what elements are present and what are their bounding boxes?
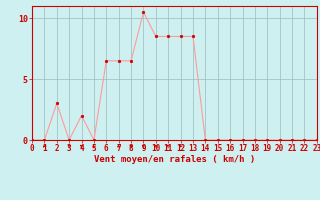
X-axis label: Vent moyen/en rafales ( km/h ): Vent moyen/en rafales ( km/h ): [94, 155, 255, 164]
